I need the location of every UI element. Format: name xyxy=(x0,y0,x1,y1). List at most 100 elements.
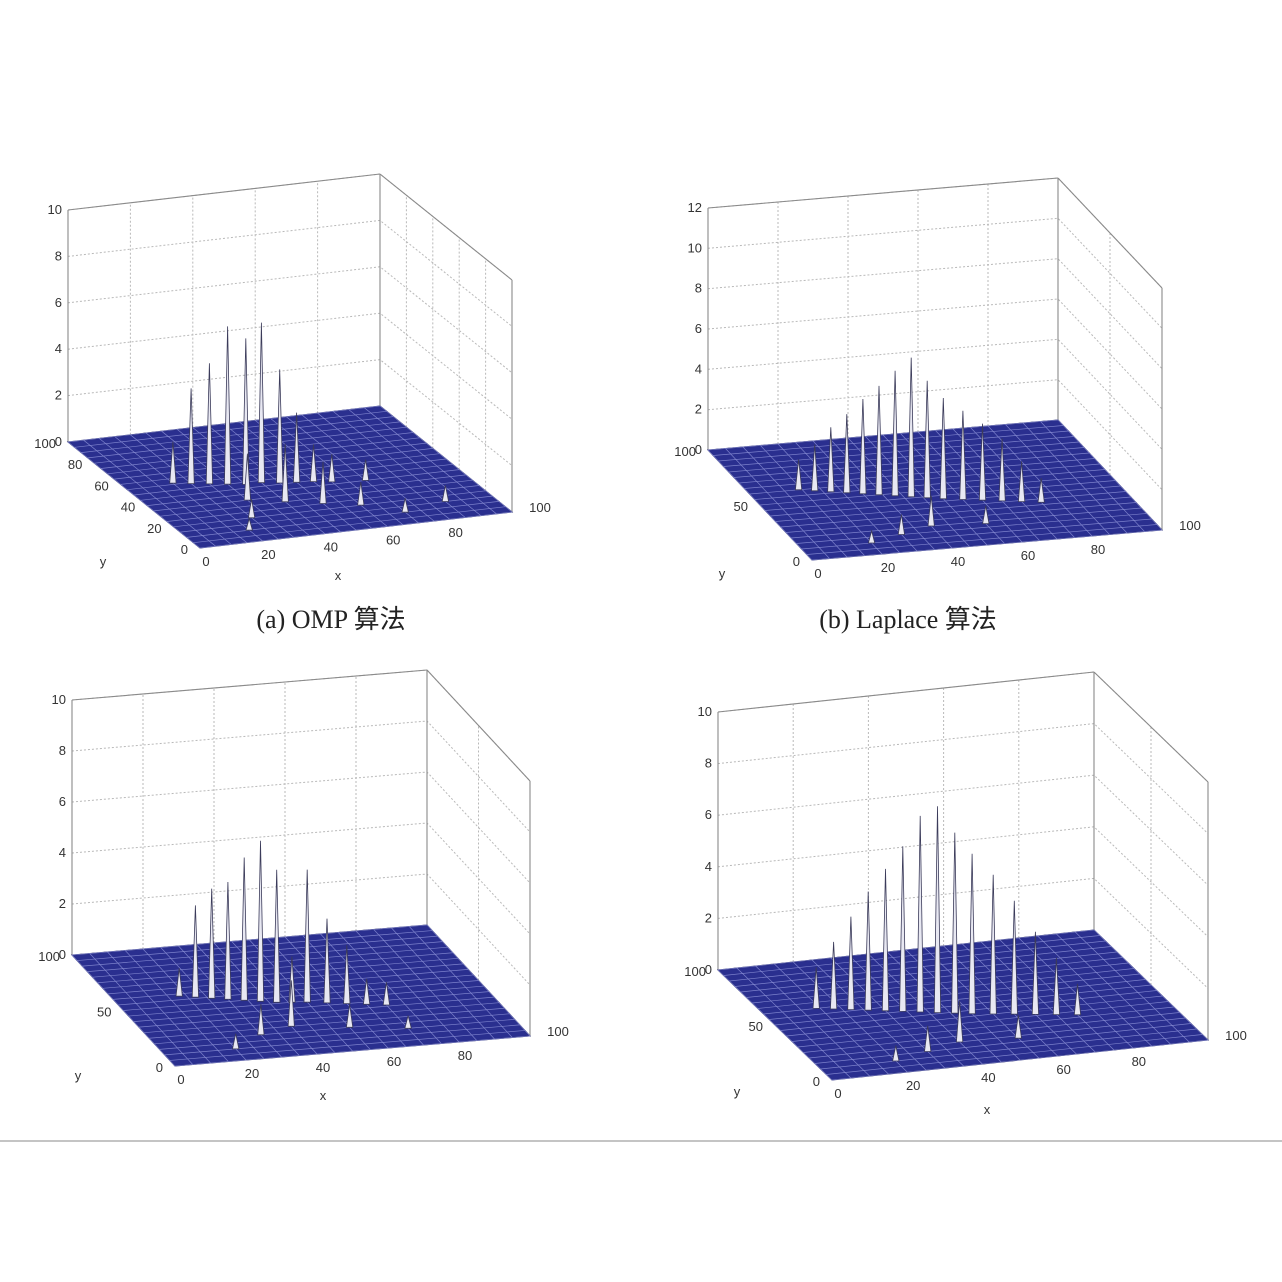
peak-spike xyxy=(892,1045,900,1062)
peak-spike xyxy=(978,423,987,501)
z-tick-label: 4 xyxy=(695,361,702,376)
peak-spike xyxy=(257,1004,265,1036)
z-gridline xyxy=(707,298,1163,410)
surface-mesh-line xyxy=(952,428,1058,540)
peak-spike xyxy=(794,459,803,491)
box-edge xyxy=(1057,177,1163,289)
y-axis-label: y xyxy=(719,566,726,581)
peak-spike xyxy=(811,444,819,492)
box-edge xyxy=(71,669,428,701)
peak-spike xyxy=(240,857,248,1001)
surface-mesh-line xyxy=(71,924,428,956)
x-tick-label: 20 xyxy=(245,1066,259,1081)
peak-spike xyxy=(923,380,931,499)
z-gridline xyxy=(717,723,1209,834)
peak-spike xyxy=(897,514,906,535)
peak-spike xyxy=(357,481,365,506)
x-tick-label: 60 xyxy=(1056,1062,1070,1077)
peak-spike xyxy=(175,968,183,997)
surface-mesh-line xyxy=(1074,931,1190,1043)
peak-spike xyxy=(287,980,295,1027)
peak-spike xyxy=(245,517,253,531)
surface-mesh-line xyxy=(757,968,1134,1009)
z-tick-label: 2 xyxy=(55,388,62,403)
z-gridline xyxy=(71,720,531,833)
peak-spike xyxy=(223,326,232,485)
surface-mesh-line xyxy=(123,980,479,1011)
y-tick-label: 50 xyxy=(97,1005,111,1020)
surface-mesh-line xyxy=(900,433,1005,544)
surface-mesh-line xyxy=(67,405,381,443)
surface-mesh-line xyxy=(74,410,387,448)
z-gridline xyxy=(717,671,1209,783)
z-tick-label: 8 xyxy=(705,756,712,771)
y-tick-label: 80 xyxy=(68,457,82,472)
x-tick-label: 20 xyxy=(906,1078,920,1093)
z-tick-label: 0 xyxy=(695,442,702,457)
surface-mesh-line xyxy=(728,441,1079,473)
surface-mesh-line xyxy=(1056,933,1171,1045)
peak-spike xyxy=(859,398,867,495)
z-gridline xyxy=(67,312,513,420)
z-tick-label: 0 xyxy=(59,947,66,962)
peak-spike xyxy=(881,868,890,1012)
y-tick-label: 0 xyxy=(181,542,188,557)
surface-mesh-line xyxy=(355,930,460,1043)
peak-spike xyxy=(933,806,942,1013)
surface-mesh-line xyxy=(723,935,1100,976)
peak-spike xyxy=(829,941,838,1010)
peak-spike xyxy=(982,505,990,525)
y-tick-label: 0 xyxy=(813,1074,820,1089)
y-tick-label: 20 xyxy=(147,521,161,536)
z-tick-label: 8 xyxy=(59,743,66,758)
peak-spike xyxy=(345,1004,354,1028)
peak-spike xyxy=(955,1000,964,1043)
peak-spike xyxy=(1017,461,1026,503)
box-edge xyxy=(67,173,381,211)
box-edge xyxy=(707,177,1059,209)
y-axis-label: y xyxy=(75,1068,82,1083)
x-tick-label: 0 xyxy=(202,554,209,569)
surface-mesh-line xyxy=(337,932,442,1044)
x-axis-label: x xyxy=(320,1088,327,1103)
surface-mesh-line xyxy=(1018,937,1134,1049)
peak-spike xyxy=(959,410,967,500)
z-tick-label: 10 xyxy=(688,240,702,255)
surface-mesh-line xyxy=(713,425,1064,456)
y-tick-label: 60 xyxy=(94,478,108,493)
z-tick-label: 10 xyxy=(48,202,62,217)
peak-spike xyxy=(247,499,256,519)
box-edge xyxy=(1093,671,1209,783)
surface-mesh-line xyxy=(723,436,1074,467)
surface-mesh-line xyxy=(270,418,404,525)
z-gridline xyxy=(707,338,1163,450)
surface-mesh-line xyxy=(917,431,1023,543)
peak-spike xyxy=(361,459,370,481)
y-axis-label: y xyxy=(100,554,107,569)
z-tick-label: 6 xyxy=(55,295,62,310)
surface-mesh-line xyxy=(114,442,427,480)
peak-spike xyxy=(273,869,281,1003)
y-tick-label: 40 xyxy=(121,500,135,515)
z-gridline xyxy=(67,266,513,374)
z-gridline xyxy=(717,774,1209,886)
surface-mesh-line xyxy=(77,930,433,961)
z-tick-label: 10 xyxy=(52,692,66,707)
peak-spike xyxy=(1014,1014,1022,1039)
peak-spike xyxy=(827,427,835,493)
surface-mesh-line xyxy=(1005,424,1110,535)
peak-spike xyxy=(303,869,311,1003)
surface-mesh-line xyxy=(133,458,447,496)
peak-spike xyxy=(208,888,216,999)
x-tick-label: 40 xyxy=(324,540,338,555)
y-tick-label: 0 xyxy=(793,554,800,569)
surface-mesh-line xyxy=(924,947,1040,1059)
surface-mesh-line xyxy=(1093,929,1209,1041)
y-tick-label: 50 xyxy=(734,499,748,514)
y-axis-label: y xyxy=(734,1084,741,1099)
y-tick-label: 100 xyxy=(34,436,56,451)
z-tick-label: 0 xyxy=(705,962,712,977)
peak-spike xyxy=(864,891,872,1011)
